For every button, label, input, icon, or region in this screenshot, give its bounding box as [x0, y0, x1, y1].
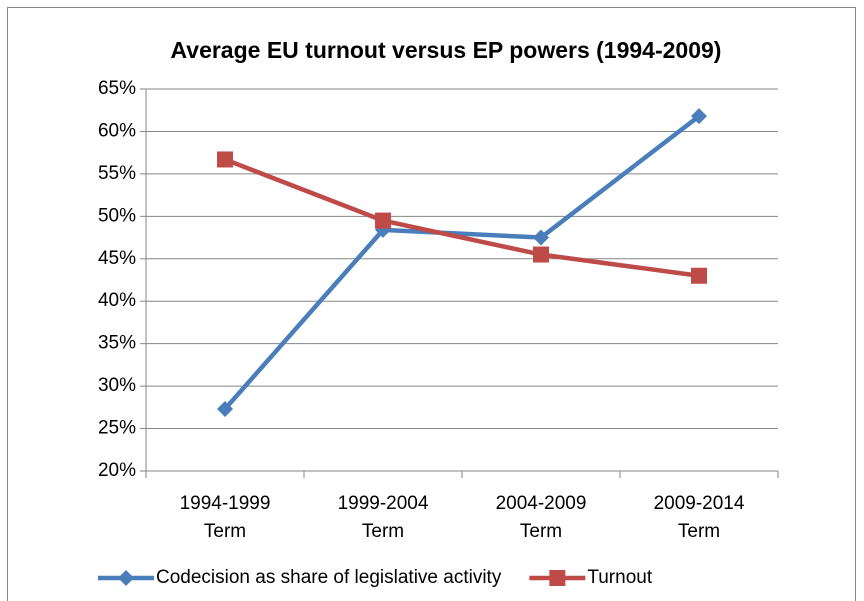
marker: [533, 229, 549, 246]
chart-title: Average EU turnout versus EP powers (199…: [171, 37, 722, 63]
y-tick-label: 25%: [98, 418, 136, 439]
y-tick-label: 55%: [98, 163, 136, 184]
chart-border: [7, 7, 856, 601]
y-tick-label: 65%: [98, 78, 136, 99]
marker: [549, 570, 566, 586]
marker: [375, 212, 391, 229]
y-tick-label: 45%: [98, 248, 136, 269]
series-line: [224, 157, 700, 278]
y-tick-label: 60%: [98, 120, 136, 141]
y-tick-label: 35%: [98, 333, 136, 354]
series-line: [223, 114, 701, 411]
marker: [217, 401, 233, 418]
y-tick-label: 50%: [98, 205, 136, 226]
x-tick-label: 2009-2014 Term: [653, 493, 745, 542]
y-tick-label: 40%: [98, 290, 136, 311]
x-tick-label: 1999-2004 Term: [337, 493, 429, 542]
x-tick-label: 2004-2009 Term: [495, 493, 587, 542]
marker: [691, 108, 707, 125]
y-tick-label: 30%: [98, 375, 136, 396]
x-tick-label: 1994-1999 Term: [179, 493, 271, 542]
legend-label: Turnout: [587, 567, 652, 588]
marker: [118, 570, 134, 586]
marker: [533, 246, 549, 263]
y-tick-label: 20%: [98, 460, 136, 481]
marker: [691, 267, 707, 284]
legend-label: Codecision as share of legislative activ…: [156, 567, 502, 588]
marker: [217, 151, 233, 168]
